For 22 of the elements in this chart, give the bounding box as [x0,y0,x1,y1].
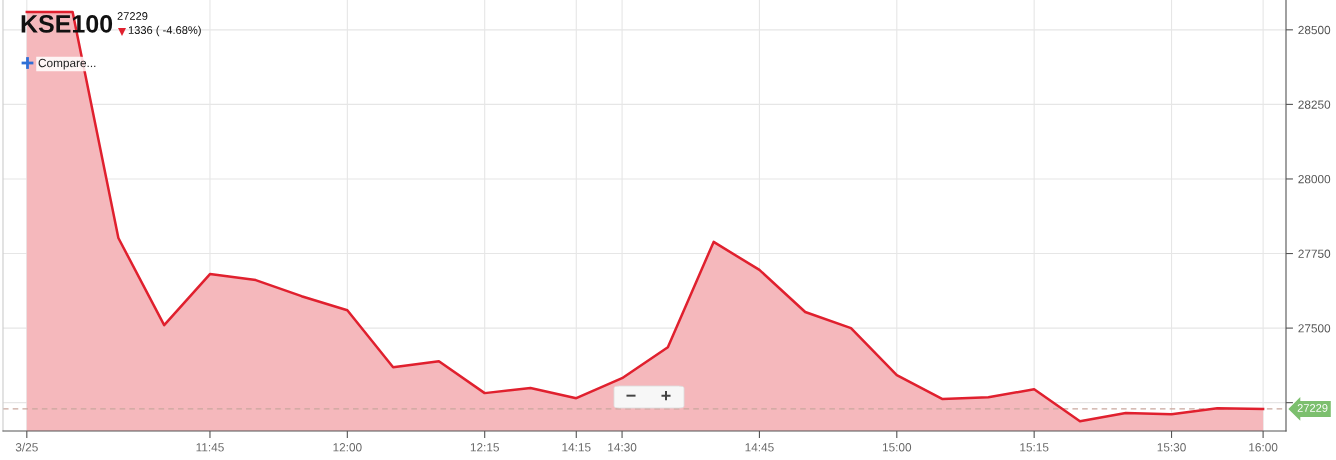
x-tick-label: 16:00 [1249,443,1278,452]
text: 27229 [117,12,148,20]
x-tick-label: 14:30 [608,443,637,452]
annotation: − [626,394,636,397]
x-tick-label: 12:15 [470,443,499,452]
y-tick-label: 28000 [1298,175,1331,184]
annotation: 1336 ( -4.68%) [128,25,201,37]
y-tick-label: 27750 [1298,249,1331,258]
x-tick-label: 12:00 [333,443,362,452]
x-tick-label: 14:15 [562,443,591,452]
x-tick-label: 14:45 [745,443,774,452]
y-tick-label: 28500 [1298,25,1331,35]
x-tick-label: 11:45 [196,443,224,452]
ref-line-label: 27229 [1297,404,1328,412]
annotation: Compare... [38,58,96,70]
y-tick-label: 28250 [1298,100,1331,109]
y-tick-label: 27500 [1298,324,1331,333]
x-tick-label: 3/25 [15,442,38,452]
x-tick-label: 15:00 [882,443,912,452]
x-tick-label: 15:15 [1020,443,1049,452]
x-tick-label: 15:30 [1157,443,1186,452]
annotation: + [661,391,671,401]
